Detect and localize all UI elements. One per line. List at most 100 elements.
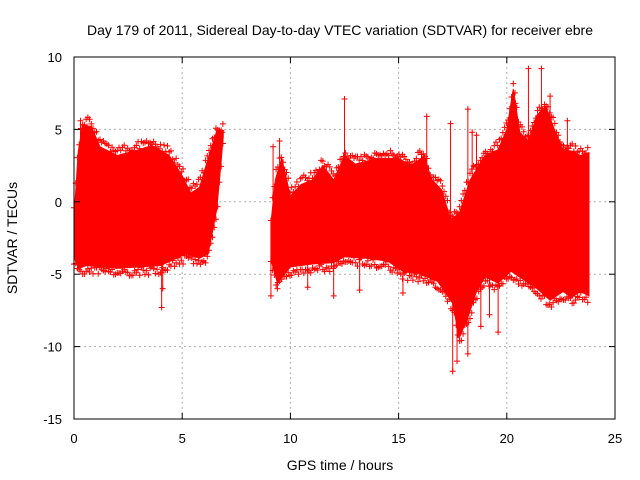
- data-point: [129, 148, 136, 155]
- data-point: [570, 148, 577, 155]
- data-point: [302, 174, 309, 181]
- axis-ticks: 0 5 10 15 20 25 -15 -10 -5 0 5 10: [43, 50, 622, 446]
- data-point: [499, 280, 506, 287]
- data-point: [357, 255, 364, 262]
- data-point: [413, 155, 420, 162]
- data-point: [517, 277, 524, 284]
- data-point: [76, 141, 83, 148]
- chart-title: Day 179 of 2011, Sidereal Day-to-day VTE…: [87, 22, 593, 38]
- data-point: [193, 181, 200, 188]
- data-point: [551, 120, 558, 127]
- data-point: [124, 269, 131, 276]
- outlier-point: [77, 117, 84, 124]
- data-point: [206, 147, 213, 154]
- data-point: [283, 169, 290, 176]
- data-point: [295, 271, 302, 278]
- x-tick-label: 20: [500, 431, 514, 446]
- data-point: [133, 142, 140, 149]
- outlier-point: [330, 292, 337, 299]
- data-point: [155, 145, 162, 152]
- x-axis-label: GPS time / hours: [287, 457, 394, 473]
- data-point: [537, 295, 544, 302]
- data-point: [290, 188, 297, 195]
- y-tick-label: 0: [55, 195, 62, 210]
- data-point: [207, 240, 214, 247]
- data-point: [121, 142, 128, 149]
- data-point: [555, 132, 562, 139]
- data-point: [81, 122, 88, 129]
- data-point: [204, 253, 211, 260]
- data-point: [383, 258, 390, 265]
- data-point: [513, 104, 520, 111]
- data-point: [492, 139, 499, 146]
- outlier-point: [495, 329, 502, 336]
- data-point: [300, 270, 307, 277]
- data-point: [176, 163, 183, 170]
- data-point: [328, 167, 335, 174]
- data-point: [518, 123, 525, 130]
- data-point: [555, 298, 562, 305]
- outlier-point: [538, 111, 545, 118]
- data-point: [211, 224, 218, 231]
- data-point: [404, 277, 411, 284]
- data-point: [326, 163, 333, 170]
- data-point: [154, 266, 161, 273]
- data-point: [109, 266, 116, 273]
- data-segment-2: [267, 80, 591, 344]
- data-point: [129, 272, 136, 279]
- data-point: [314, 267, 321, 274]
- data-point: [541, 292, 548, 299]
- data-point: [204, 152, 211, 159]
- data-point: [505, 117, 512, 124]
- data-point: [211, 134, 218, 141]
- data-point: [570, 300, 577, 307]
- data-point: [506, 105, 513, 112]
- data-point: [432, 174, 439, 181]
- outlier-point: [512, 100, 519, 107]
- data-point: [145, 271, 152, 278]
- data-point: [470, 299, 477, 306]
- data-point: [415, 278, 422, 285]
- data-point: [370, 155, 377, 162]
- data-point: [498, 135, 505, 142]
- data-point: [293, 178, 300, 185]
- outlier-point: [267, 292, 274, 299]
- data-point: [95, 270, 102, 277]
- data-point: [219, 140, 226, 147]
- data-point: [335, 164, 342, 171]
- outlier-point: [464, 350, 471, 357]
- data-point: [169, 156, 176, 163]
- outlier-point: [486, 311, 493, 318]
- data-point: [425, 165, 432, 172]
- data-point: [529, 122, 536, 129]
- outlier-point: [538, 65, 545, 72]
- data-point: [422, 275, 429, 282]
- y-tick-label: -10: [43, 340, 62, 355]
- data-point: [167, 147, 174, 154]
- data-point: [389, 269, 396, 276]
- data-band: [73, 124, 224, 270]
- outlier-point: [473, 132, 480, 139]
- data-point: [364, 257, 371, 264]
- data-point: [274, 164, 281, 171]
- data-point: [136, 272, 143, 279]
- data-point: [409, 277, 416, 284]
- data-point: [387, 147, 394, 154]
- data-point: [442, 193, 449, 200]
- y-axis-label: SDTVAR / TECUs: [4, 182, 20, 294]
- data-point: [174, 254, 181, 261]
- data-point: [385, 152, 392, 159]
- data-point: [461, 187, 468, 194]
- data-point: [565, 145, 572, 152]
- data-point: [532, 115, 539, 122]
- data-point: [453, 322, 460, 329]
- data-point: [572, 143, 579, 150]
- data-point: [188, 255, 195, 262]
- data-point: [325, 265, 332, 272]
- outlier-point: [270, 143, 277, 150]
- data-point: [577, 289, 584, 296]
- data-point: [171, 160, 178, 167]
- data-point: [143, 267, 150, 274]
- outlier-point: [564, 117, 571, 124]
